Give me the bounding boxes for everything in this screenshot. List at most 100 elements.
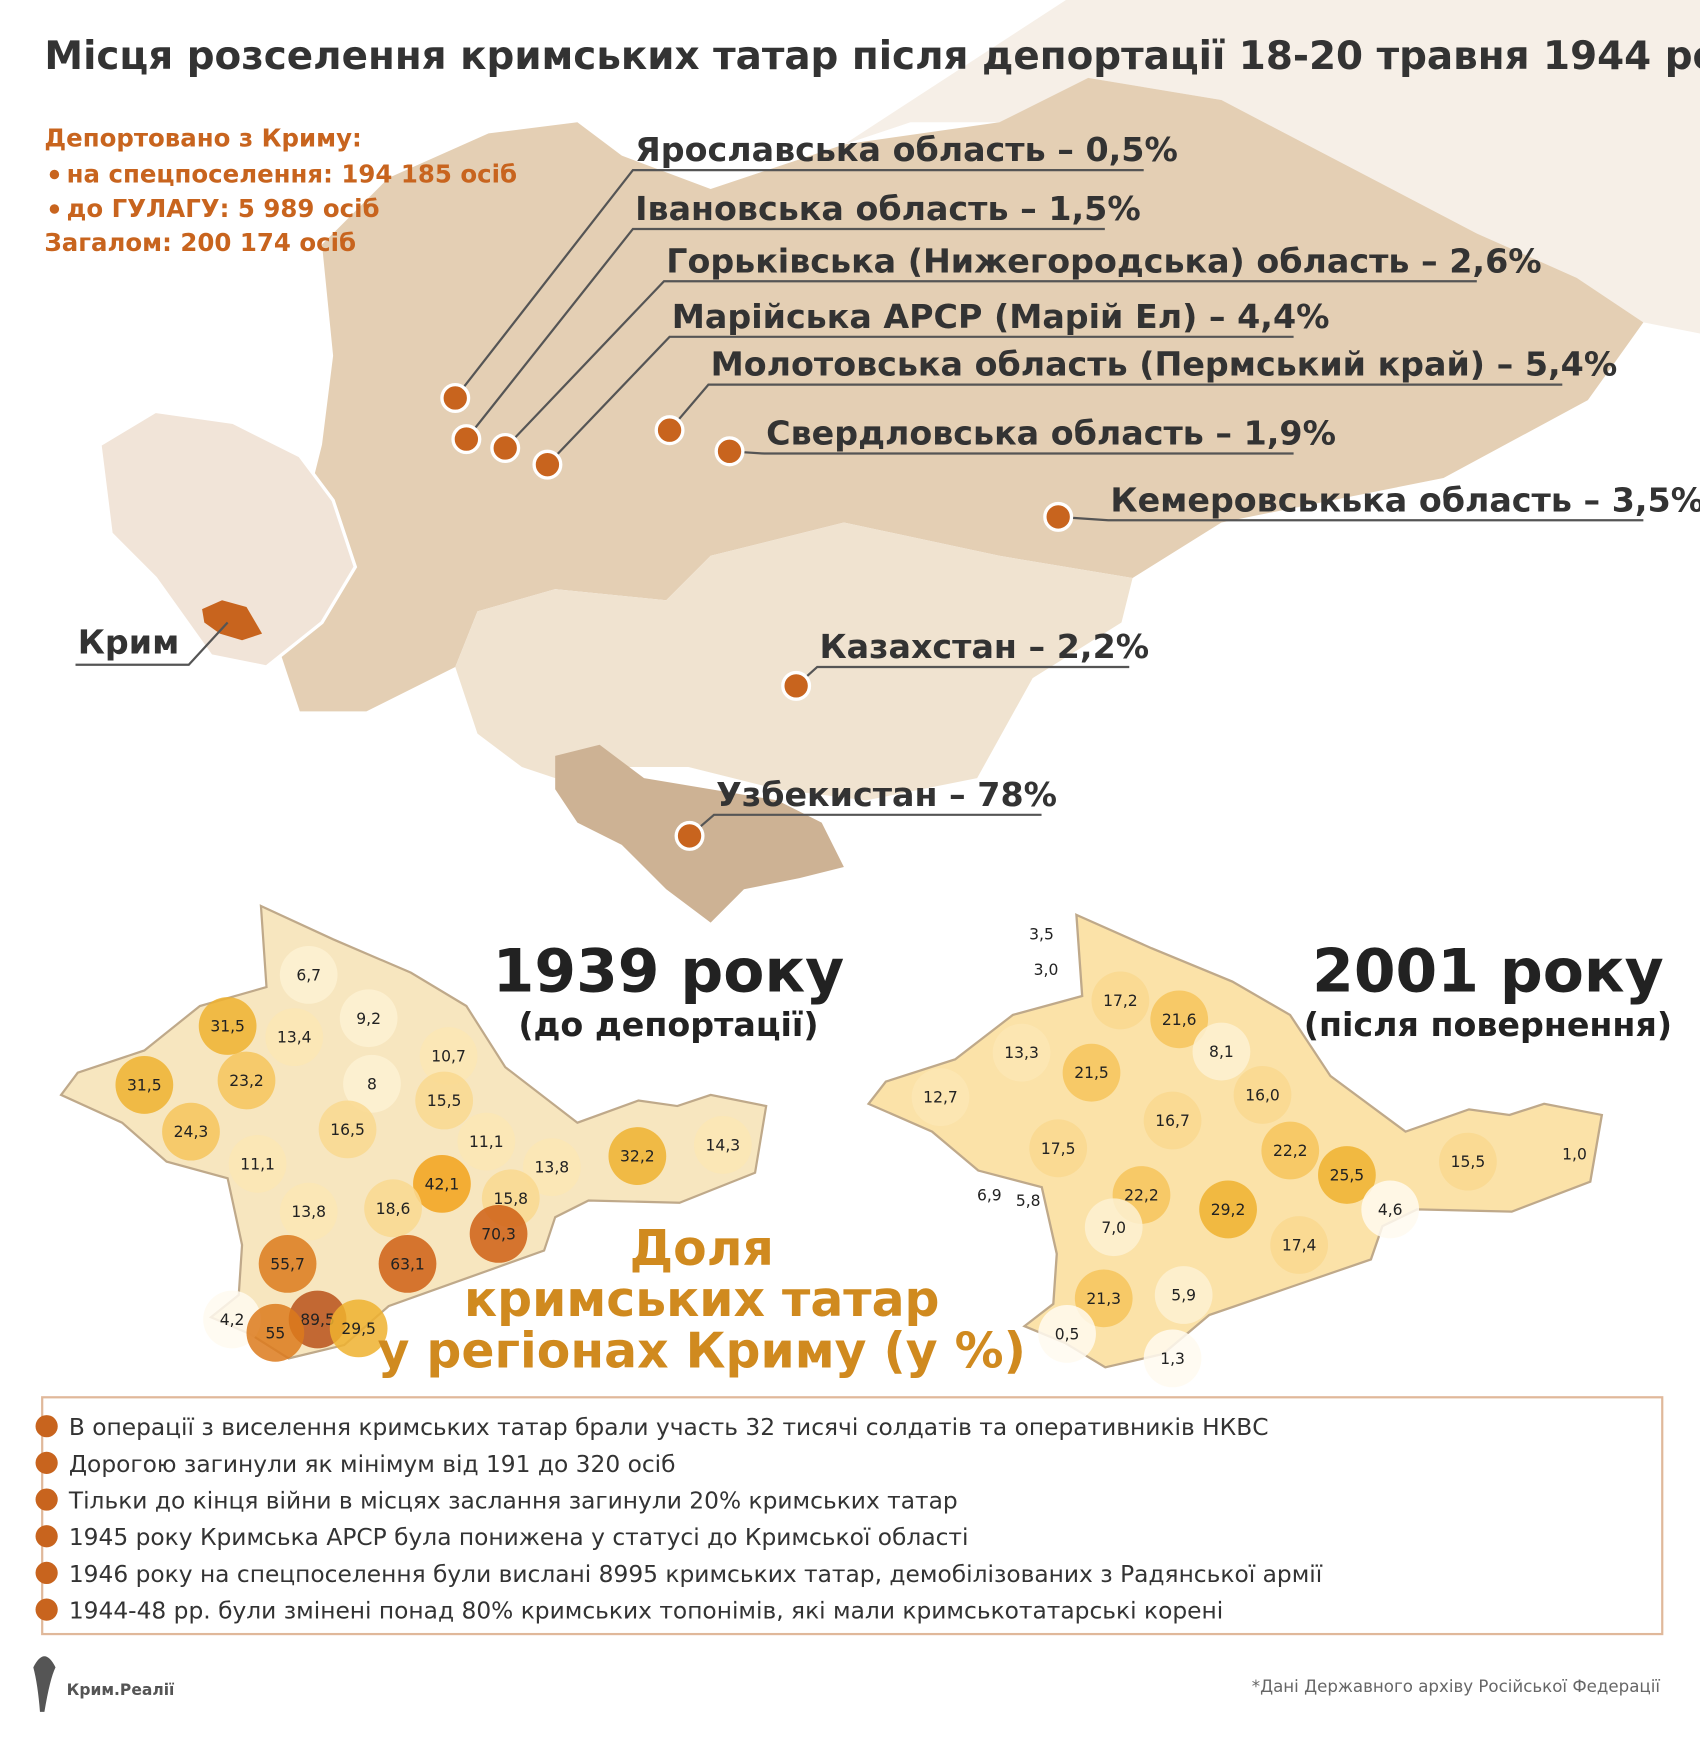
region-value: 31,5 xyxy=(210,1018,245,1036)
region-fill xyxy=(1233,1066,1292,1124)
bullet xyxy=(35,1598,58,1621)
region-fill xyxy=(1361,1180,1420,1239)
location-dot xyxy=(781,670,812,701)
location-dot xyxy=(490,432,521,463)
destination-label: Горьківська (Нижегородська) область – 2,… xyxy=(666,241,1541,280)
region-fill xyxy=(1143,1329,1202,1388)
region-value: 16,7 xyxy=(1155,1112,1190,1130)
region-fill xyxy=(1091,971,1150,1030)
region-fill xyxy=(1154,1266,1213,1324)
region-value: 13,8 xyxy=(535,1159,570,1177)
leader-line xyxy=(504,280,1477,449)
deported-heading: Депортовано з Криму: xyxy=(44,124,361,153)
region-value: 23,2 xyxy=(229,1072,264,1090)
map-land-north xyxy=(843,0,1700,334)
region-value: 11,1 xyxy=(469,1133,504,1151)
region-value: 15,8 xyxy=(493,1190,528,1208)
location-dot xyxy=(532,449,563,480)
destination-label: Марійська АРСР (Марій Ел) – 4,4% xyxy=(672,297,1330,336)
location-dot xyxy=(654,415,685,446)
region-value: 5,8 xyxy=(1016,1192,1041,1210)
destination-label: Кемеровськька область – 3,5% xyxy=(1110,480,1700,519)
location-dot xyxy=(1043,501,1074,532)
region-value: 32,2 xyxy=(620,1148,655,1166)
crimea-label: Крим xyxy=(78,623,180,662)
region-fill xyxy=(364,1179,422,1238)
bullet xyxy=(48,168,61,181)
region-value: 55,7 xyxy=(270,1255,305,1273)
caption: у регіонах Криму (у %) xyxy=(378,1322,1026,1379)
map-note: (після повернення) xyxy=(1304,1005,1672,1044)
region-value: 24,3 xyxy=(174,1123,209,1141)
location-dot xyxy=(674,820,705,851)
region-value: 25,5 xyxy=(1330,1167,1365,1185)
leader-line xyxy=(454,168,1144,399)
region-fill xyxy=(1084,1198,1143,1257)
region-value: 29,2 xyxy=(1211,1201,1246,1219)
region-value: 13,4 xyxy=(277,1029,312,1047)
leader-line xyxy=(75,621,229,666)
region-fill xyxy=(246,1303,305,1362)
region-fill xyxy=(265,1008,324,1067)
region-fill xyxy=(343,1054,401,1113)
region-value: 18,6 xyxy=(376,1200,411,1218)
region-fill xyxy=(608,1127,667,1185)
region-value: 8 xyxy=(367,1075,377,1093)
destination-label: Ярославська область – 0,5% xyxy=(635,130,1178,169)
region-fill xyxy=(469,1204,528,1263)
labels: Місця розселення кримських татар після д… xyxy=(33,34,1700,1712)
region-value: 17,2 xyxy=(1103,992,1138,1010)
destination-label: Казахстан – 2,2% xyxy=(819,627,1149,666)
region-value: 10,7 xyxy=(431,1048,466,1066)
leader-line xyxy=(1058,515,1644,522)
caption: кримських татар xyxy=(464,1271,940,1328)
region-value: 70,3 xyxy=(481,1225,516,1243)
region-fill xyxy=(457,1112,516,1171)
region-fill xyxy=(693,1116,752,1174)
destination-label: Молотовська область (Пермський край) – 5… xyxy=(711,345,1618,384)
region-value: 15,5 xyxy=(427,1092,462,1110)
facts-box xyxy=(41,1396,1664,1636)
region-value: 7,0 xyxy=(1101,1219,1126,1237)
leader-line xyxy=(546,335,1294,466)
region-fill xyxy=(413,1154,471,1213)
region-value: 63,1 xyxy=(390,1255,425,1273)
region-value: 17,4 xyxy=(1282,1237,1317,1255)
bullet xyxy=(35,1451,58,1474)
region-fill xyxy=(1261,1121,1320,1180)
location-dot xyxy=(714,436,745,467)
region-value: 21,3 xyxy=(1086,1290,1121,1308)
region-fill xyxy=(318,1100,377,1159)
region-value: 89,5 xyxy=(300,1311,335,1329)
fact: 1944-48 рр. були змінені понад 80% кримс… xyxy=(69,1596,1223,1624)
map-year: 1939 року xyxy=(493,937,845,1007)
fact: 1945 року Кримська АРСР була понижена у … xyxy=(69,1523,969,1551)
map-russia xyxy=(277,77,1644,712)
region-value: 55 xyxy=(265,1324,285,1342)
destination-label: Свердловська область – 1,9% xyxy=(766,414,1336,453)
region-value: 29,5 xyxy=(341,1320,376,1338)
map-ukraine xyxy=(98,409,358,669)
region-fill xyxy=(1199,1180,1257,1239)
region-fill xyxy=(415,1071,474,1130)
region-fill xyxy=(217,1051,276,1110)
region-value: 21,6 xyxy=(1162,1011,1197,1029)
region-value: 6,7 xyxy=(296,966,321,984)
region-fill xyxy=(1038,1305,1096,1363)
region-fill xyxy=(1074,1269,1133,1328)
location-dot xyxy=(451,424,482,455)
region-fill xyxy=(258,1234,317,1293)
region-value: 5,9 xyxy=(1171,1287,1196,1305)
region-value: 4,6 xyxy=(1378,1201,1403,1219)
region-value: 42,1 xyxy=(425,1175,460,1193)
deported-item: на спецпоселення: 194 185 осіб xyxy=(67,159,517,188)
region-value: 14,3 xyxy=(706,1137,741,1155)
map-crimea-small xyxy=(202,600,263,641)
region-fill xyxy=(1439,1132,1497,1191)
crimea-2001 xyxy=(866,913,1604,1369)
region-fill xyxy=(1143,1091,1202,1150)
caption: Доля xyxy=(630,1220,774,1277)
region-fill xyxy=(992,1023,1051,1082)
map-note: (до депортації) xyxy=(518,1005,818,1044)
